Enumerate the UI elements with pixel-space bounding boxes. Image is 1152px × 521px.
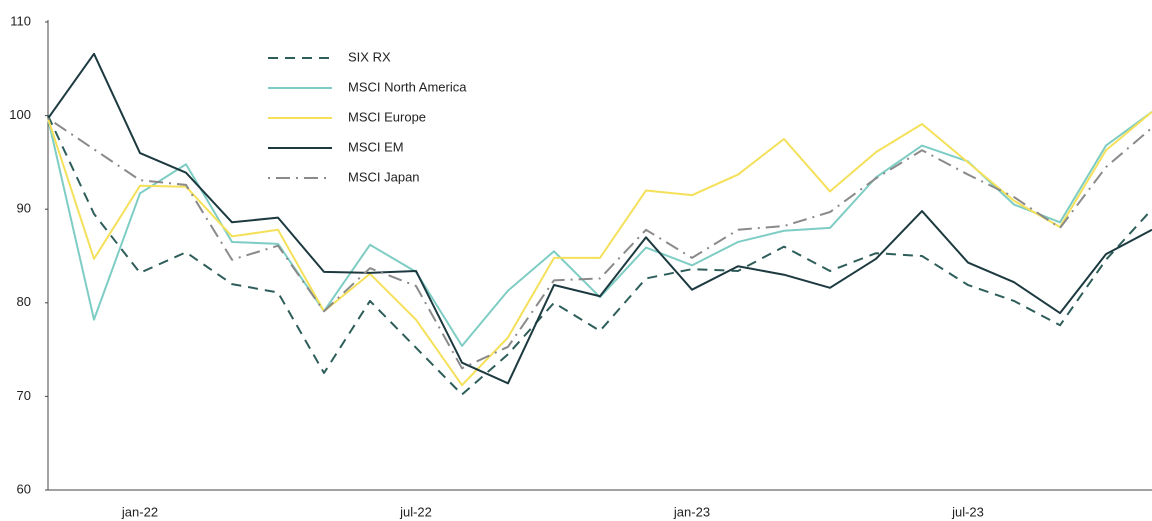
x-tick-label: jul-23 [951,504,984,519]
series-line [47,52,1152,385]
x-tick-label: jan-23 [673,504,710,519]
y-tick-label: 110 [10,13,31,28]
x-tick-label: jan-22 [121,504,158,519]
legend-label: MSCI Europe [348,109,426,124]
legend-label: SIX RX [348,49,391,64]
series-line [47,115,1152,396]
legend-label: MSCI EM [348,139,404,154]
y-tick-label: 80 [17,294,31,309]
y-tick-label: 60 [17,481,31,496]
x-tick-label: jul-22 [399,504,432,519]
series-line [47,117,1152,370]
y-tick-label: 100 [9,107,31,122]
y-tick-label: 90 [17,201,31,216]
y-tick-label: 70 [17,388,31,403]
legend-label: MSCI Japan [348,169,420,184]
legend-label: MSCI North America [348,79,467,94]
series-line [47,111,1152,387]
